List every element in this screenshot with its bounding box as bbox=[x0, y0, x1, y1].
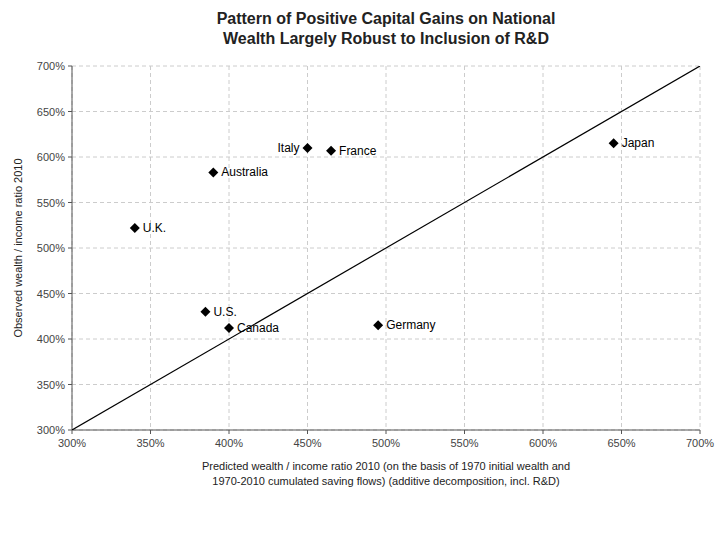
tick-y bbox=[68, 430, 72, 431]
x-axis-label: Predicted wealth / income ratio 2010 (on… bbox=[202, 460, 570, 487]
grid-line-x bbox=[307, 66, 308, 430]
point bbox=[609, 138, 619, 148]
tick-label-y: 700% bbox=[37, 60, 65, 72]
point-label: Australia bbox=[221, 165, 268, 179]
tick-y bbox=[68, 157, 72, 158]
point bbox=[200, 307, 210, 317]
axes: 300% 350% 400% 450% 500% 550% 600% 650% 700% 300%… bbox=[37, 60, 714, 449]
chart: Pattern of Positive Capital Gains on Nat… bbox=[0, 0, 720, 540]
tick-label-x: 350% bbox=[136, 437, 164, 449]
tick-label-y: 600% bbox=[37, 151, 65, 163]
tick-label-x: 600% bbox=[529, 437, 557, 449]
point-label: France bbox=[339, 144, 377, 158]
x-axis-label-line: Predicted wealth / income ratio 2010 (on… bbox=[202, 460, 570, 472]
point-label: Germany bbox=[386, 318, 435, 332]
tick-x bbox=[229, 430, 230, 434]
point-label: U.K. bbox=[143, 221, 166, 235]
tick-label-x: 650% bbox=[607, 437, 635, 449]
point bbox=[130, 223, 140, 233]
tick-label-x: 450% bbox=[293, 437, 321, 449]
title-line: Wealth Largely Robust to Inclusion of R&… bbox=[223, 30, 549, 47]
tick-x bbox=[72, 430, 73, 434]
tick-label-x: 300% bbox=[58, 437, 86, 449]
point-label: Japan bbox=[622, 136, 655, 150]
tick-y bbox=[68, 384, 72, 385]
point-label: Canada bbox=[237, 321, 279, 335]
x-axis-label-line: 1970-2010 cumulated saving flows) (addit… bbox=[212, 475, 559, 487]
title: Pattern of Positive Capital Gains on Nat… bbox=[217, 10, 556, 47]
grid-line-y bbox=[72, 384, 700, 385]
tick-label-y: 350% bbox=[37, 379, 65, 391]
y-axis-label: Observed wealth / income ratio 2010 bbox=[12, 158, 24, 337]
tick-x bbox=[150, 430, 151, 434]
grid-line-y bbox=[72, 339, 700, 340]
marks bbox=[72, 66, 700, 430]
reference-line bbox=[72, 66, 700, 430]
tick-y bbox=[68, 66, 72, 67]
tick-label-x: 550% bbox=[450, 437, 478, 449]
tick-x bbox=[386, 430, 387, 434]
point-label: Italy bbox=[277, 141, 299, 155]
grid-line-y bbox=[72, 202, 700, 203]
tick-y bbox=[68, 248, 72, 249]
grid-line-y bbox=[72, 66, 700, 67]
point-labels: U.K. U.S.Canada Australia Italy France German… bbox=[143, 136, 655, 335]
point-label: U.S. bbox=[213, 305, 236, 319]
point bbox=[208, 167, 218, 177]
axis-y bbox=[72, 66, 73, 430]
point bbox=[303, 143, 313, 153]
grid bbox=[72, 66, 700, 430]
tick-label-y: 300% bbox=[37, 424, 65, 436]
tick-label-y: 650% bbox=[37, 106, 65, 118]
tick-label-x: 400% bbox=[215, 437, 243, 449]
tick-x bbox=[464, 430, 465, 434]
title-line: Pattern of Positive Capital Gains on Nat… bbox=[217, 10, 556, 27]
tick-label-y: 500% bbox=[37, 242, 65, 254]
tick-label-x: 700% bbox=[686, 437, 714, 449]
tick-label-y: 400% bbox=[37, 333, 65, 345]
point bbox=[326, 146, 336, 156]
tick-x bbox=[543, 430, 544, 434]
tick-y bbox=[68, 339, 72, 340]
tick-label-y: 450% bbox=[37, 288, 65, 300]
tick-x bbox=[307, 430, 308, 434]
grid-line-y bbox=[72, 111, 700, 112]
tick-label-y: 550% bbox=[37, 197, 65, 209]
tick-y bbox=[68, 111, 72, 112]
point bbox=[224, 323, 234, 333]
axis-x bbox=[72, 430, 700, 431]
tick-label-x: 500% bbox=[372, 437, 400, 449]
tick-x bbox=[700, 430, 701, 434]
tick-y bbox=[68, 202, 72, 203]
grid-line-y bbox=[72, 430, 700, 431]
grid-line-y bbox=[72, 157, 700, 158]
grid-line-x bbox=[72, 66, 73, 430]
tick-y bbox=[68, 293, 72, 294]
point bbox=[373, 320, 383, 330]
grid-line-y bbox=[72, 293, 700, 294]
tick-x bbox=[621, 430, 622, 434]
